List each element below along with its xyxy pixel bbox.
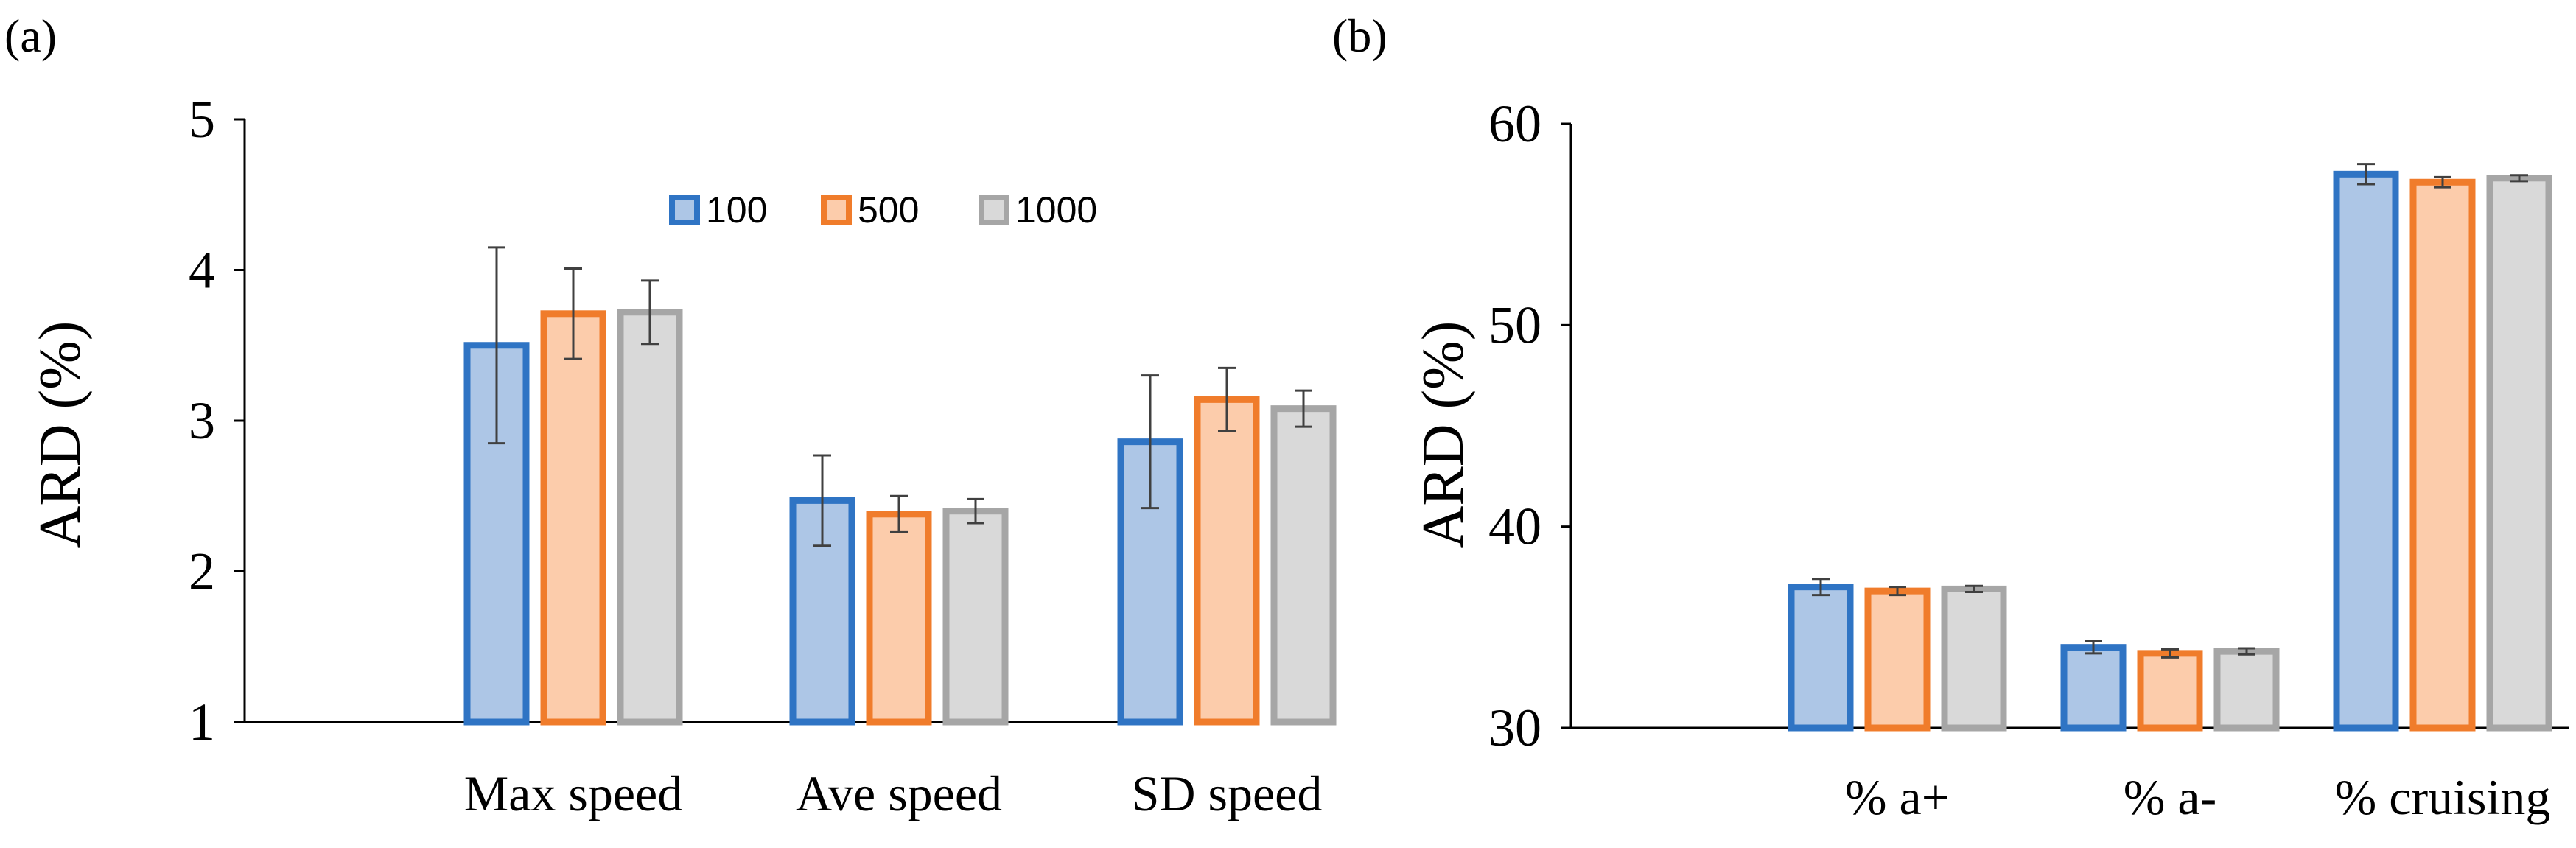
errorbar-b-100-0: [1812, 578, 1830, 597]
bar-a-1000-0: [617, 309, 683, 726]
panel-a-ytick-label: 4: [189, 241, 215, 300]
bar-a-1000-2: [1270, 405, 1337, 726]
errorbar-a-1000-1: [967, 497, 984, 525]
panel-b-y-ticks: 30 40 50 60: [1488, 94, 1571, 757]
bar-b-100-2: [2333, 170, 2399, 732]
panel-b-ytick-label: 60: [1488, 94, 1541, 153]
bar-b-500-1: [2137, 650, 2203, 732]
errorbar-a-1000-0: [641, 279, 659, 346]
panel-a-ylabel: ARD (%): [28, 321, 93, 549]
errorbar-a-100-1: [813, 454, 831, 547]
panel-a-legend: 100 500 1000: [669, 189, 1097, 231]
errorbar-b-100-1: [2085, 639, 2102, 655]
errorbar-b-1000-2: [2510, 174, 2528, 183]
bar-a-1000-1: [942, 508, 1009, 726]
panel-a-label: (a): [4, 10, 57, 62]
panel-a-y-ticks: 1 2 3 4 5: [189, 90, 245, 751]
legend-swatch-100: [669, 195, 700, 225]
panel-b-ytick-label: 30: [1488, 698, 1541, 757]
errorbar-b-1000-0: [1965, 584, 1983, 593]
panel-a-ytick-label: 5: [189, 90, 215, 149]
bar-a-500-0: [540, 310, 606, 726]
category-label-b-1: % a-: [2124, 769, 2216, 825]
category-label-a-0: Max speed: [464, 765, 682, 821]
panel-b-ylabel: ARD (%): [1411, 321, 1476, 549]
legend-label-100: 100: [706, 189, 767, 231]
legend-label-1000: 1000: [1015, 189, 1097, 231]
errorbar-a-500-2: [1218, 366, 1236, 432]
legend-swatch-1000: [979, 195, 1009, 225]
bar-b-100-1: [2060, 644, 2127, 732]
bar-b-1000-1: [2213, 648, 2280, 732]
bar-b-1000-0: [1941, 585, 2007, 732]
panel-a-ytick-label: 2: [189, 542, 215, 601]
bar-b-500-0: [1864, 587, 1931, 732]
panel-a-ytick-label: 1: [189, 693, 215, 751]
panel-a-ytick-label: 3: [189, 391, 215, 450]
panel-b-ytick-label: 40: [1488, 497, 1541, 556]
errorbar-b-500-2: [2434, 175, 2451, 189]
panel-a-bars: [463, 246, 1337, 726]
errorbar-b-500-1: [2161, 648, 2179, 659]
bar-b-1000-2: [2486, 175, 2552, 732]
chart-panel-a: (a) ARD (%) 1 2 3 4 5 Max speed Ave speed SD s…: [4, 10, 1337, 821]
bar-b-500-2: [2409, 178, 2476, 732]
legend-swatch-500: [821, 195, 852, 225]
panel-b-category-labels: % a+ % a- % cruising: [1845, 769, 2550, 825]
category-label-a-1: Ave speed: [796, 765, 1002, 821]
category-label-a-2: SD speed: [1132, 765, 1323, 821]
bar-a-500-1: [866, 511, 932, 726]
errorbar-a-100-0: [488, 246, 505, 445]
panel-b-ytick-label: 50: [1488, 295, 1541, 354]
panel-b-bars: [1788, 163, 2552, 732]
category-label-b-2: % cruising: [2335, 769, 2551, 825]
panel-b-label: (b): [1332, 10, 1387, 62]
bar-a-500-2: [1194, 396, 1260, 726]
chart-panel-b: (b) ARD (%) 30 40 50 60 % a+ % a- % cruising: [1332, 10, 2569, 825]
panel-a-category-labels: Max speed Ave speed SD speed: [464, 765, 1323, 821]
errorbar-a-1000-2: [1295, 389, 1312, 428]
errorbar-a-100-2: [1141, 374, 1159, 510]
errorbar-b-100-2: [2357, 163, 2375, 186]
errorbar-a-500-0: [564, 267, 582, 360]
category-label-b-0: % a+: [1845, 769, 1950, 825]
errorbar-b-1000-1: [2238, 647, 2255, 656]
errorbar-b-500-0: [1889, 586, 1906, 597]
errorbar-a-500-1: [890, 494, 908, 533]
bar-b-100-0: [1788, 584, 1854, 732]
legend-label-500: 500: [858, 189, 919, 231]
